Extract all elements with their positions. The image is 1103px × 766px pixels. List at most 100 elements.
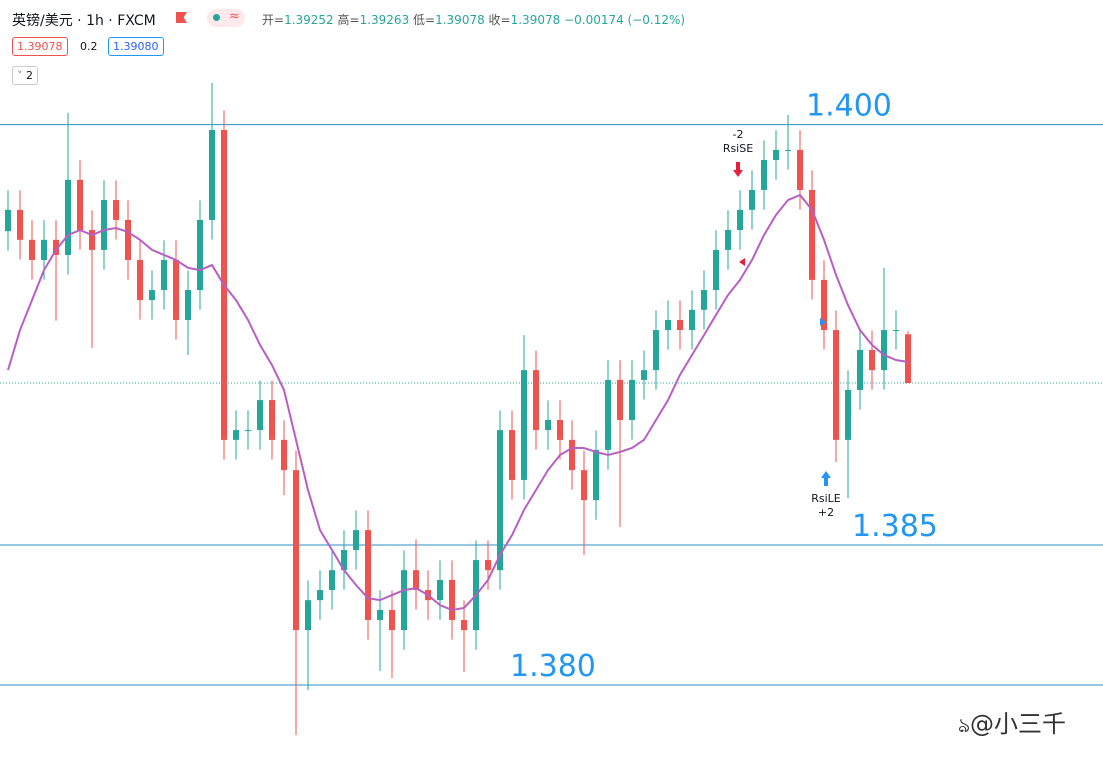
ohlc-value: 1.39263 [359, 13, 410, 27]
sell-button[interactable]: 1.39078 [12, 37, 68, 56]
ohlc-label: 收= [488, 13, 511, 27]
candle-body [17, 209, 23, 240]
candle-body [341, 549, 347, 571]
candle-body [197, 219, 203, 290]
signal-marker [820, 318, 826, 326]
signal-qty: +2 [818, 506, 834, 519]
candle-body [641, 370, 647, 380]
candle-body [905, 334, 911, 383]
signal-arrow [733, 162, 743, 177]
candle-body [317, 590, 323, 601]
candle-body [821, 279, 827, 331]
candle-body [761, 159, 767, 190]
ohlc-value: 1.39252 [284, 13, 334, 27]
collapse-count: 2 [26, 69, 33, 82]
candle-body [569, 439, 575, 471]
candle-body [869, 349, 875, 371]
candle-body [497, 430, 503, 571]
candle-body [461, 620, 467, 631]
candle-body [653, 330, 659, 371]
spread: 0.2 [80, 40, 98, 53]
candle-body [773, 149, 779, 160]
candle-body [365, 530, 371, 621]
level-label: 1.380 [510, 649, 596, 684]
candle-body [689, 309, 695, 331]
candle-body [77, 179, 83, 231]
candle-body [593, 449, 599, 501]
candle-body [785, 149, 791, 151]
candle-body [437, 579, 443, 601]
candle-body [41, 239, 47, 261]
candle-body [173, 260, 179, 320]
buy-button[interactable]: 1.39080 [108, 37, 164, 56]
candle-body [401, 570, 407, 631]
candle-body [629, 379, 635, 420]
candle-body [329, 570, 335, 591]
candle-body [185, 289, 191, 320]
candle-body [701, 289, 707, 310]
candle-body [353, 530, 359, 550]
watermark: ঌ@小三千 [958, 710, 1067, 738]
candle-body [737, 209, 743, 231]
candle-body [269, 400, 275, 440]
candle-body [833, 330, 839, 440]
candle-body [485, 560, 491, 571]
candle-body [245, 430, 251, 432]
ohlc-label: 开= [262, 13, 285, 27]
signal-qty: -2 [733, 128, 744, 141]
level-label: 1.385 [852, 509, 938, 544]
candle-body [797, 149, 803, 190]
candle-body [389, 609, 395, 631]
candle-body [161, 260, 167, 290]
watermark-text: @小三千 [970, 710, 1067, 738]
candle-body [281, 439, 287, 471]
candle-body [881, 330, 887, 371]
toggle: ≈ [229, 9, 240, 24]
flag-icon[interactable] [176, 12, 187, 23]
candle-body [257, 400, 263, 431]
change: −0.00174 (−0.12%) [564, 13, 686, 27]
candle-body [845, 390, 851, 440]
candle-body [125, 219, 131, 261]
candle-body [809, 189, 815, 280]
candle-body [65, 179, 71, 255]
candle-body [581, 470, 587, 501]
signal-marker [739, 258, 745, 266]
candle-body [857, 349, 863, 391]
candle-body [101, 200, 107, 250]
candle-body [533, 370, 539, 431]
candle-body [749, 189, 755, 210]
moving-average [7, 193, 909, 611]
candle-body [713, 249, 719, 290]
candle-body [605, 379, 611, 450]
candle-body [665, 319, 671, 331]
ohlc-label: 低= [413, 13, 436, 27]
candle-body [293, 470, 299, 631]
candle-body [113, 200, 119, 220]
symbol: 英镑/美元 · 1h · FXCM [12, 13, 156, 29]
candle-body [449, 579, 455, 621]
candle-body [305, 600, 311, 631]
signal-label: RsiSE [723, 142, 753, 155]
candle-body [5, 209, 11, 232]
ohlc-label: 高= [337, 13, 360, 27]
candle-body [677, 319, 683, 331]
candle-body [377, 609, 383, 621]
ohlc-value: 1.39078 [435, 13, 485, 27]
ohlc-value: 1.39078 [510, 13, 561, 27]
candle-body [209, 130, 215, 220]
level-label: 1.400 [806, 89, 892, 124]
candle-body [509, 430, 515, 480]
candle-body [137, 260, 143, 301]
candle-body [89, 230, 95, 250]
candle-body [521, 370, 527, 480]
signal-label: RsiLE [811, 492, 841, 505]
signal-arrow [821, 471, 831, 486]
collapse-button[interactable]: ˅ 2 [12, 66, 38, 85]
status-pill[interactable]: ≈ [207, 9, 245, 27]
ohlc-legend: 开=1.39252 高=1.39263 低=1.39078 收=1.39078 … [262, 11, 685, 28]
candle-body [545, 419, 551, 431]
candle-body [413, 570, 419, 591]
